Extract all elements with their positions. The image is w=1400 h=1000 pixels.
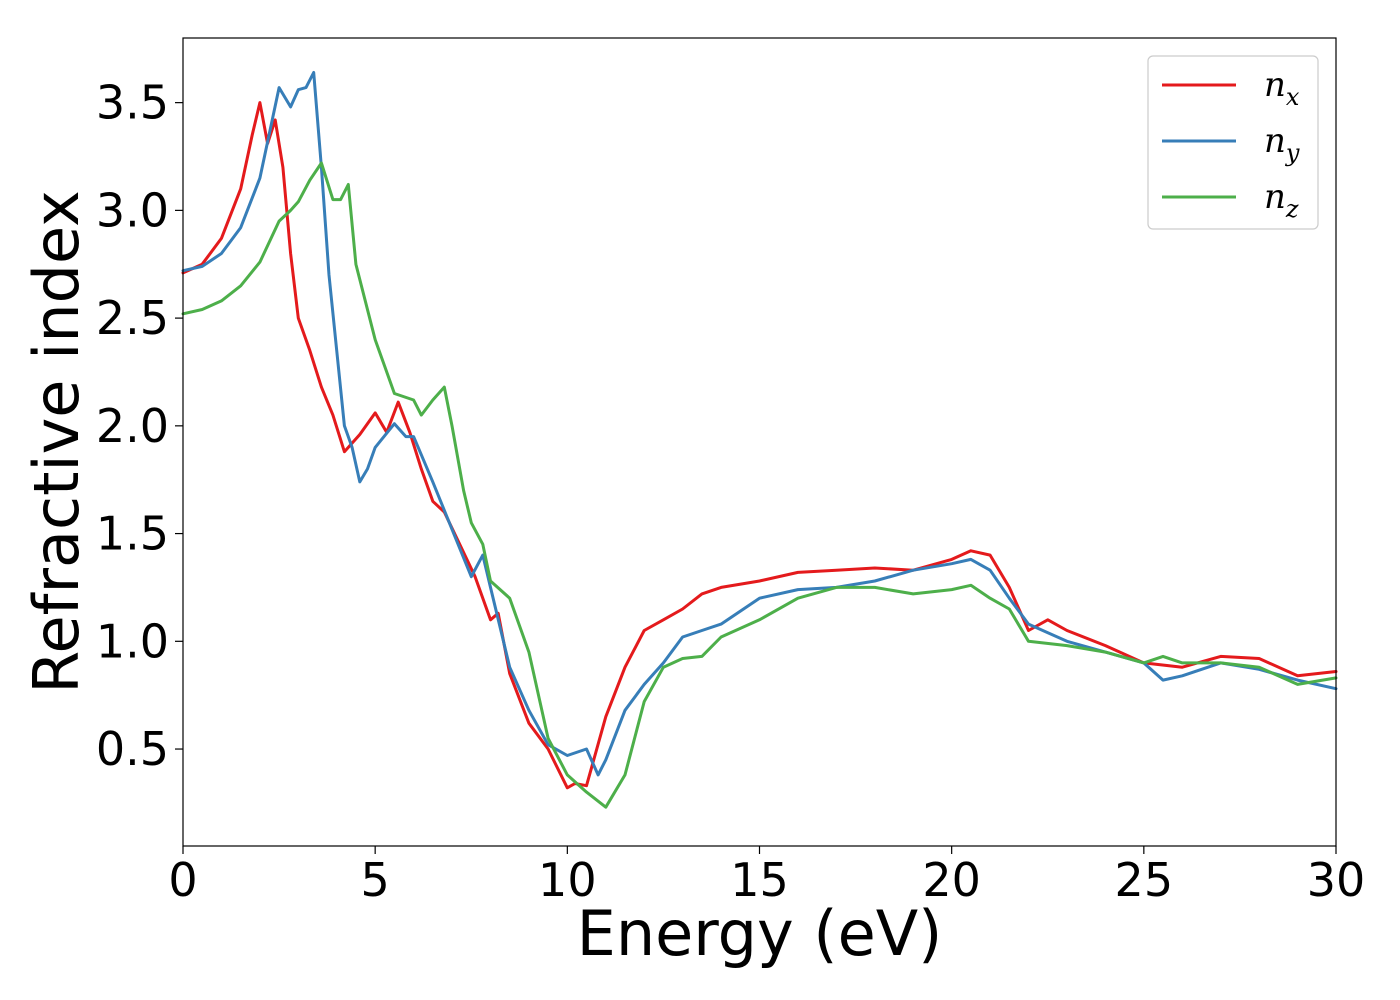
y-tick-label: 2.0 (96, 399, 169, 453)
x-tick-label: 5 (361, 853, 390, 907)
x-tick-label: 25 (1115, 853, 1174, 907)
x-axis: 0 5 10 15 20 25 30 (168, 846, 1365, 907)
x-tick-label: 15 (730, 853, 789, 907)
series-lines (181, 71, 1338, 809)
y-axis-title: Refractive index (20, 190, 93, 694)
x-tick-label: 10 (538, 853, 597, 907)
x-tick-label: 20 (922, 853, 981, 907)
y-tick-label: 1.0 (96, 614, 169, 668)
x-tick-label: 30 (1307, 853, 1366, 907)
y-tick-label: 3.5 (96, 76, 169, 130)
y-tick-label: 1.5 (96, 507, 169, 561)
x-axis-title: Energy (eV) (577, 897, 943, 970)
y-tick-label: 2.5 (96, 291, 169, 345)
y-axis: 0.5 1.0 1.5 2.0 2.5 3.0 3.5 (96, 76, 183, 776)
series-line-n-x (181, 101, 1338, 790)
y-tick-label: 0.5 (96, 722, 169, 776)
series-line-n-y (181, 71, 1338, 777)
series-line-n-z (181, 161, 1338, 809)
y-tick-label: 3.0 (96, 183, 169, 237)
x-tick-label: 0 (168, 853, 197, 907)
